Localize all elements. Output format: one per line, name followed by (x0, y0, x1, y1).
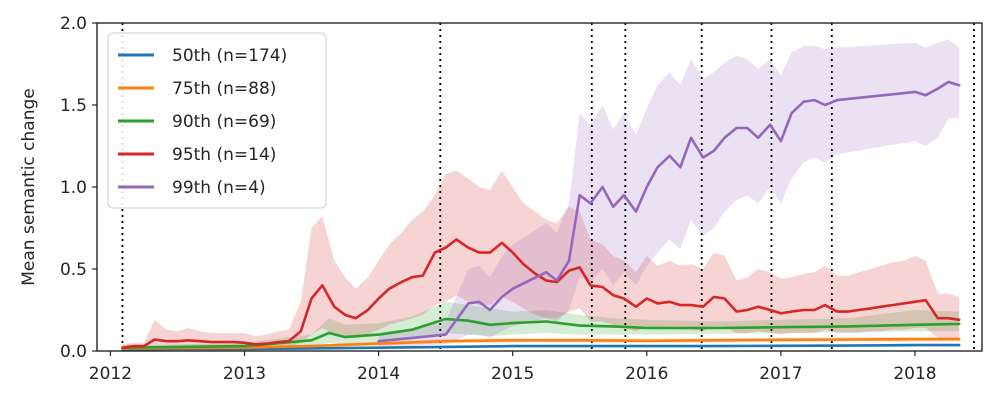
series-line-4 (377, 80, 961, 343)
legend-label-0: 50th (n=174) (172, 46, 287, 66)
axis-ticks: 2012 2013 2014 2015 2016 2017 2018 0.0 0.5 1.0 1.5… (60, 14, 937, 384)
series-line-1 (121, 337, 961, 350)
x-tick-label-2: 2014 (357, 364, 400, 384)
legend-label-1: 75th (n=88) (172, 79, 276, 99)
x-tick-label-3: 2015 (491, 364, 534, 384)
series-line-3 (121, 238, 961, 350)
x-tick-label-0: 2012 (89, 364, 132, 384)
y-axis-label: Mean semantic change (19, 88, 39, 286)
legend-box (107, 32, 327, 209)
y-tick-label-2: 1.0 (60, 178, 87, 198)
series-line-2 (121, 317, 961, 350)
x-tick-label-6: 2018 (893, 364, 936, 384)
band-series-4 (378, 39, 960, 348)
legend-label-2: 90th (n=69) (172, 112, 276, 132)
y-tick-label-4: 2.0 (60, 14, 87, 34)
y-tick-label-1: 0.5 (60, 260, 87, 280)
series-line-0 (121, 343, 961, 351)
band-series-2 (122, 301, 960, 350)
legend-label-4: 99th (n=4) (172, 178, 266, 198)
band-series-3 (122, 170, 960, 350)
x-tick-label-5: 2017 (759, 364, 802, 384)
x-tick-label-1: 2013 (223, 364, 266, 384)
y-tick-label-3: 1.5 (60, 96, 87, 116)
x-tick-label-4: 2016 (625, 364, 668, 384)
legend: 50th (n=174) 75th (n=88) 90th (n=69) 95th (… (107, 32, 327, 209)
series-lines (121, 80, 961, 351)
legend-label-3: 95th (n=14) (172, 145, 276, 165)
y-tick-label-0: 0.0 (60, 342, 87, 362)
